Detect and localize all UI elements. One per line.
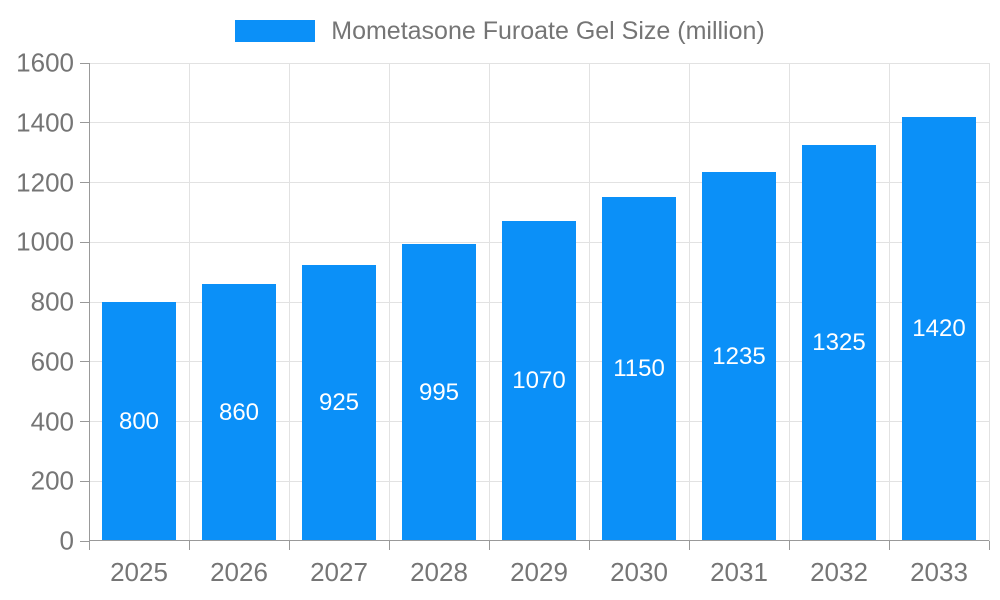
legend: Mometasone Furoate Gel Size (million) [0,18,1000,44]
y-tick-mark [80,421,89,422]
y-tick-label: 400 [30,406,74,436]
bar: 800 [102,302,176,541]
bar: 1420 [902,117,976,541]
x-tick-mark [988,541,990,550]
y-tick-mark [80,62,89,64]
y-tick-label: 800 [30,286,74,317]
y-axis-line [89,63,90,541]
bar: 1070 [502,221,576,541]
x-tick-mark [388,541,390,550]
plot-area: 0 200 400 600 800 1000 1200 1400 1600 2025 2026 202… [16,48,990,587]
x-tick-label: 2030 [610,557,668,587]
x-tick-mark [488,541,490,550]
x-tick-mark [688,541,690,550]
y-tick-label: 1000 [16,226,74,257]
bar: 995 [402,244,476,541]
bar-value-label: 1150 [613,355,665,382]
legend-label: Mometasone Furoate Gel Size (million) [331,17,765,45]
bar: 1235 [702,172,776,541]
bar: 925 [302,265,376,541]
x-gridline [788,63,790,541]
x-tick-mark [788,541,790,550]
y-tick-label: 0 [59,525,74,556]
bar-value-label: 800 [118,407,160,435]
x-tick-label: 2025 [110,557,168,587]
y-tick-label: 1600 [16,47,74,78]
x-tick-label: 2031 [710,557,768,587]
bar: 1150 [602,197,676,541]
y-tick-label: 1400 [16,107,74,138]
x-tick-mark [88,541,90,550]
x-axis-line [89,540,989,541]
bar: 860 [202,284,276,541]
x-gridline [488,63,490,541]
x-gridline [588,63,590,541]
y-tick-mark [80,540,89,542]
y-tick-label: 200 [30,465,74,496]
x-tick-label: 2028 [410,557,468,587]
x-tick-label: 2032 [810,557,868,587]
y-tick-mark [80,241,89,243]
x-gridline [688,63,690,541]
x-gridline [288,63,290,541]
x-gridline [388,63,390,541]
y-tick-mark [80,182,89,183]
y-gridline [89,182,989,183]
y-tick-mark [80,122,89,124]
x-tick-mark [288,541,290,550]
x-tick-label: 2033 [910,557,968,587]
x-tick-mark [188,541,190,550]
x-tick-label: 2027 [310,557,368,587]
y-gridline [89,122,989,124]
x-tick-label: 2029 [510,557,568,587]
y-gridline [89,62,989,64]
y-tick-mark [80,361,89,363]
bar-value-label: 1070 [512,367,566,394]
x-tick-mark [588,541,590,550]
y-tick-mark [80,480,89,482]
x-tick-label: 2026 [210,557,268,587]
bar: 1325 [802,145,876,541]
bar-value-label: 860 [218,398,260,426]
x-tick-mark [888,541,890,550]
legend-swatch [235,20,316,42]
x-gridline [188,63,190,541]
y-tick-label: 1200 [16,167,74,197]
bar-value-label: 1235 [712,342,766,370]
bar-value-label: 995 [418,378,460,406]
y-tick-label: 600 [30,346,74,377]
x-gridline [888,63,890,541]
bar-value-label: 925 [318,389,360,416]
x-gridline [988,63,990,541]
y-tick-mark [80,301,89,303]
bar-value-label: 1325 [812,329,866,356]
bar-value-label: 1420 [912,315,966,342]
